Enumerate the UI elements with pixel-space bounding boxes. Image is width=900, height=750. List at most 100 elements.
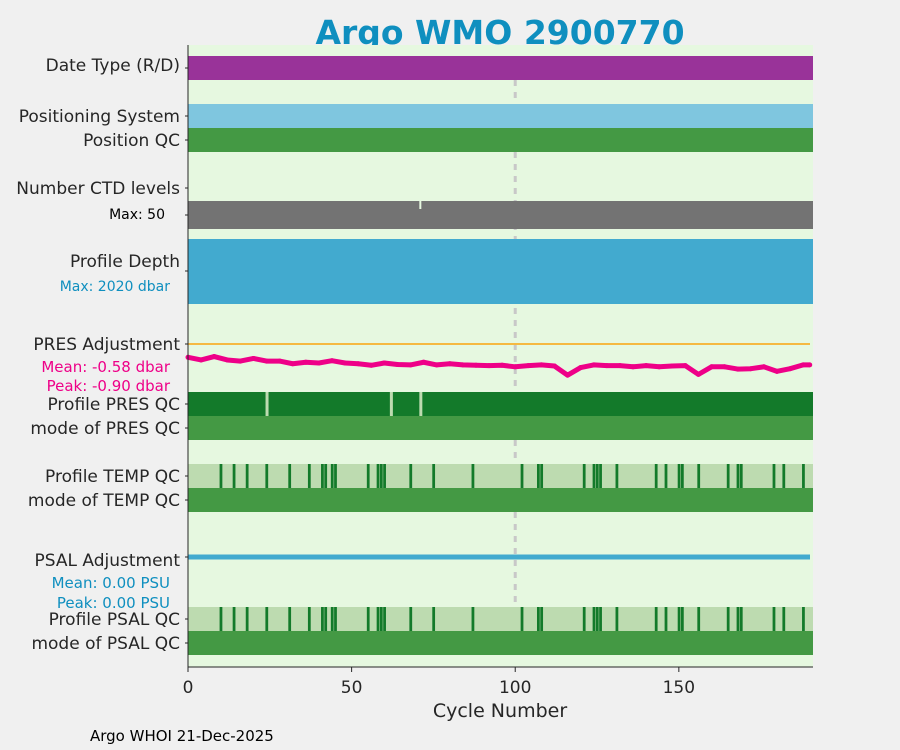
temp-qc-flag-mark (366, 464, 370, 488)
label-temp-qc: Profile TEMP QC (45, 467, 180, 487)
pres-qc-mode-bar (188, 416, 813, 440)
label-temp-qc-mode: mode of TEMP QC (28, 491, 180, 511)
pres-adjustment-point (761, 364, 767, 370)
temp-qc-flag-mark (654, 464, 658, 488)
temp-qc-bar (188, 464, 813, 488)
pres-adjustment-point (565, 372, 571, 378)
label-profile-depth: Profile Depth (70, 252, 180, 272)
psal-qc-flag-mark (697, 607, 701, 631)
psal-qc-flag-mark (802, 607, 805, 631)
psal-qc-flag-mark (536, 607, 540, 631)
psal-qc-flag-mark (582, 607, 586, 631)
pres-adjustment-point (368, 362, 374, 368)
pres-adjustment-point (512, 364, 518, 370)
pres-adjustment-point (551, 363, 557, 369)
temp-qc-flag-mark (592, 464, 596, 488)
positioning-system-bar (188, 104, 813, 128)
psal-qc-flag-mark (324, 607, 328, 631)
temp-qc-flag-mark (471, 464, 475, 488)
psal-qc-flag-mark (726, 607, 730, 631)
pres-adjustment-point (434, 362, 440, 368)
label-ctd-levels: Number CTD levels (16, 179, 180, 199)
pres-adjustment-point (656, 364, 662, 370)
pres-adjustment-point (591, 362, 597, 368)
pres-adjustment-point (669, 363, 675, 369)
pres-adjustment-point (408, 362, 414, 368)
pres-adjustment-point (486, 363, 492, 369)
pres-adjustment-point (800, 362, 806, 368)
x-tick-label: 100 (499, 678, 531, 698)
psal-adjustment-mean: Mean: 0.00 PSU (52, 574, 170, 592)
pres-adjustment-point (682, 363, 688, 369)
psal-qc-flag-mark (245, 607, 249, 631)
temp-qc-flag-mark (383, 464, 386, 488)
temp-qc-flag-mark (782, 464, 786, 488)
pres-adjustment-point (604, 363, 610, 369)
label-psal-qc: Profile PSAL QC (49, 610, 180, 630)
pres-qc-gap-mark (389, 392, 393, 416)
pres-adjustment-point (277, 358, 283, 364)
pres-adjustment-point (211, 354, 217, 360)
ctd-levels-max: Max: 50 (109, 207, 165, 223)
pres-adjustment-point (525, 363, 531, 369)
psal-qc-bar (188, 607, 813, 631)
pres-adjustment-point (198, 357, 204, 363)
pres-adjustment-point (695, 371, 701, 377)
psal-qc-flag-mark (219, 607, 223, 631)
footer-text: Argo WHOI 21-Dec-2025 (90, 727, 274, 745)
ctd-levels-reduced-mark (419, 201, 422, 209)
temp-qc-flag-mark (664, 464, 668, 488)
psal-qc-flag-mark (265, 607, 269, 631)
temp-qc-flag-mark (595, 464, 599, 488)
label-pres-adjustment: PRES Adjustment (33, 335, 180, 355)
psal-qc-flag-mark (615, 607, 619, 631)
psal-qc-flag-mark (330, 607, 334, 631)
psal-qc-flag-mark (409, 607, 413, 631)
pres-adjustment-point (303, 359, 309, 365)
x-axis-label: Cycle Number (433, 700, 567, 722)
temp-qc-flag-mark (599, 464, 602, 488)
temp-qc-flag-mark (334, 464, 337, 488)
label-positioning-system: Positioning System (19, 107, 180, 127)
x-tick-label: 50 (341, 678, 363, 698)
pres-adjustment-point (421, 359, 427, 365)
temp-qc-flag-mark (232, 464, 236, 488)
psal-qc-flag-mark (520, 607, 524, 631)
pres-adjustment-point (250, 355, 256, 361)
pres-adjustment-point (499, 362, 505, 368)
temp-qc-flag-mark (265, 464, 269, 488)
pres-adjustment-point (709, 364, 715, 370)
pres-adjustment-point (447, 361, 453, 367)
psal-qc-flag-mark (592, 607, 596, 631)
temp-qc-flag-mark (736, 464, 740, 488)
label-pres-qc: Profile PRES QC (47, 395, 180, 415)
pres-adjustment-point (355, 361, 361, 367)
pres-adjustment-point (473, 362, 479, 368)
temp-qc-flag-mark (245, 464, 249, 488)
pres-adjustment-point (342, 360, 348, 366)
pres-adjustment-point (722, 364, 728, 370)
pres-adjustment-point (329, 358, 335, 364)
psal-qc-flag-mark (471, 607, 475, 631)
pres-adjustment-point (774, 368, 780, 374)
temp-qc-flag-mark (802, 464, 805, 488)
psal-qc-flag-mark (595, 607, 599, 631)
temp-qc-flag-mark (379, 464, 383, 488)
pres-adjustment-point (735, 366, 741, 372)
psal-qc-flag-mark (772, 607, 776, 631)
psal-qc-mode-bar (188, 631, 813, 655)
pres-adjustment-point (394, 362, 400, 368)
temp-qc-flag-mark (772, 464, 776, 488)
temp-qc-flag-mark (582, 464, 586, 488)
pres-adjustment-peak: Peak: -0.90 dbar (47, 377, 171, 395)
temp-qc-flag-mark (697, 464, 701, 488)
psal-qc-flag-mark (432, 607, 436, 631)
pres-qc-gap-mark (265, 392, 269, 416)
temp-qc-flag-mark (726, 464, 730, 488)
pres-adjustment-point (264, 358, 270, 364)
psal-qc-flag-mark (383, 607, 386, 631)
temp-qc-flag-mark (739, 464, 743, 488)
pres-adjustment-point (807, 362, 813, 368)
temp-qc-flag-mark (615, 464, 619, 488)
label-pres-qc-mode: mode of PRES QC (30, 419, 180, 439)
